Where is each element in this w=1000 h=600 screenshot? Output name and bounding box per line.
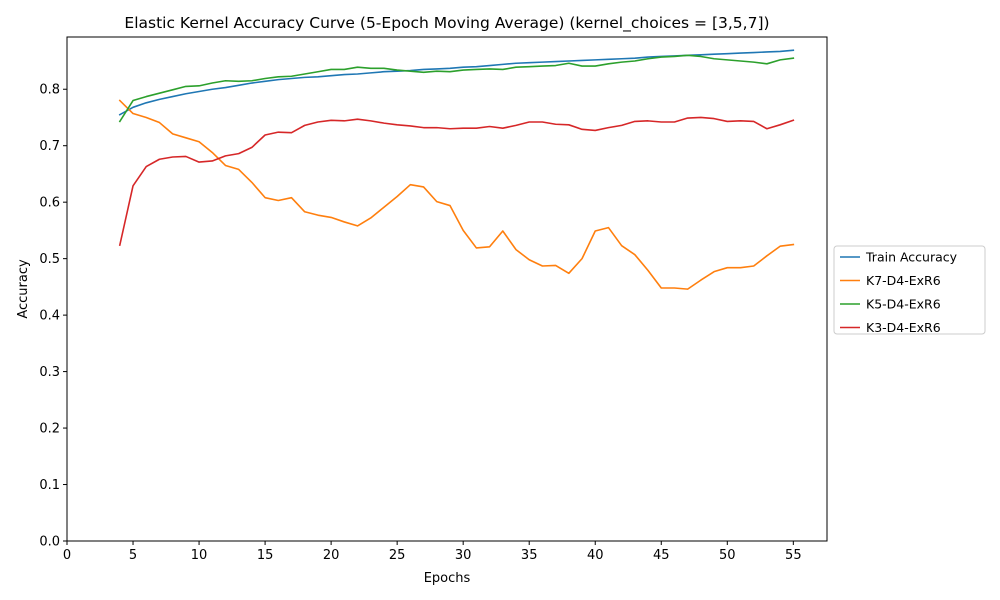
y-axis-title: Accuracy [16, 259, 31, 319]
y-tick-label: 0.8 [39, 83, 60, 98]
x-tick-label: 15 [257, 548, 274, 563]
y-tick-label: 0.6 [39, 196, 60, 211]
x-tick-label: 25 [389, 548, 406, 563]
y-tick-label: 0.4 [39, 309, 60, 324]
series-line-4 [118, 116, 795, 247]
legend-box [833, 245, 986, 335]
x-tick-label: 0 [63, 548, 71, 563]
chart-title: Elastic Kernel Accuracy Curve (5-Epoch M… [124, 14, 769, 33]
x-tick-label: 40 [587, 548, 604, 563]
x-tick-label: 35 [521, 548, 538, 563]
y-tick-label: 0.3 [39, 365, 60, 380]
y-axis: 0.0 0.1 0.2 0.3 0.4 0.5 0.6 0.7 0.8 [39, 83, 67, 550]
series-line-3 [118, 54, 795, 123]
plot-area [66, 36, 828, 542]
x-axis: 0 5 10 15 20 25 30 35 40 45 50 55 [63, 541, 802, 563]
y-tick-label: 0.0 [39, 535, 60, 550]
legend-label-3: K5-D4-ExR6 [866, 297, 941, 312]
legend-label-1: Train Accuracy [865, 250, 958, 265]
legend-label-4: K3-D4-ExR6 [866, 320, 941, 335]
y-tick-label: 0.5 [39, 252, 60, 267]
y-tick-label: 0.2 [39, 422, 60, 437]
legend-label-2: K7-D4-ExR6 [866, 273, 941, 288]
y-tick-label: 0.1 [39, 478, 60, 493]
legend: Train Accuracy K7-D4-ExR6 K5-D4-ExR6 K3-D4-… [833, 245, 986, 335]
x-tick-label: 45 [653, 548, 670, 563]
x-axis-title: Epochs [424, 571, 471, 586]
x-tick-label: 50 [719, 548, 736, 563]
plot-frame [66, 36, 828, 542]
x-tick-label: 10 [191, 548, 208, 563]
series-line-2 [118, 99, 795, 290]
series-line-1 [118, 49, 795, 116]
x-tick-label: 5 [129, 548, 137, 563]
x-tick-label: 20 [323, 548, 340, 563]
series-lines [118, 49, 795, 290]
y-tick-label: 0.7 [39, 139, 60, 154]
x-tick-label: 55 [785, 548, 802, 563]
x-tick-label: 30 [455, 548, 472, 563]
